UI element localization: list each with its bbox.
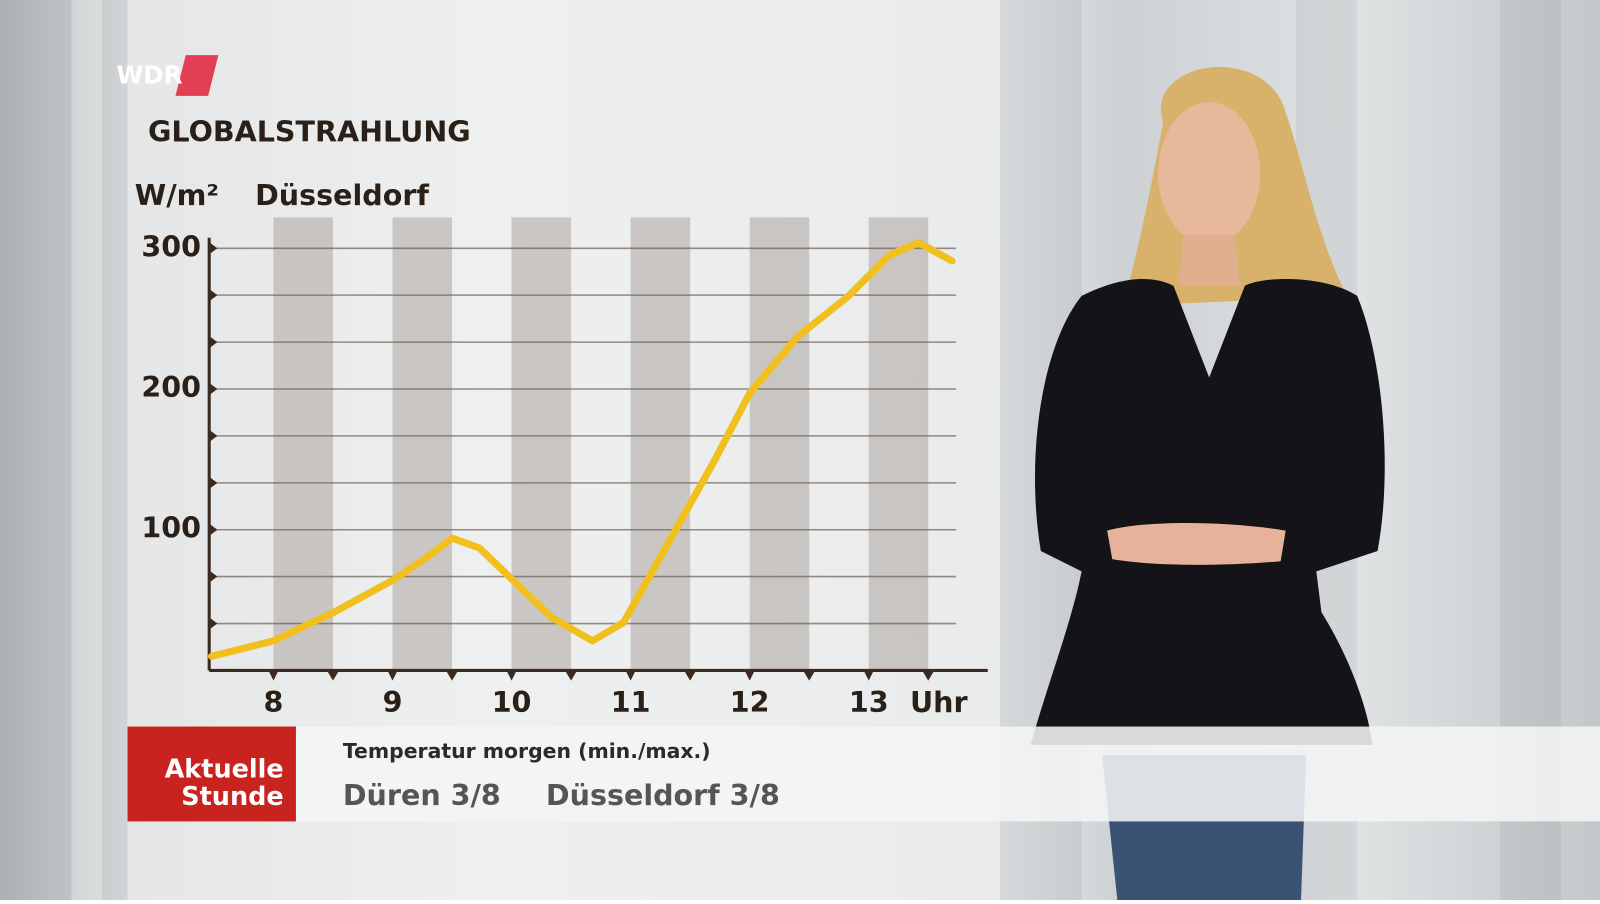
column-shade: [630, 217, 691, 671]
x-tick-label: 9: [383, 685, 403, 719]
x-minor-tick: [803, 670, 816, 681]
y-tick: [209, 382, 218, 396]
ticker-item: Düsseldorf 3/8: [546, 778, 780, 812]
x-tick-label: 10: [492, 685, 532, 719]
x-minor-tick: [922, 670, 935, 681]
logo: WDR: [116, 61, 182, 90]
y-tick: [209, 289, 218, 302]
column-shade: [273, 217, 333, 671]
ticker-heading: Temperatur morgen (min./max.): [343, 739, 711, 763]
ticker-brand: Stunde: [181, 782, 283, 812]
ticker-brand-box: [127, 726, 296, 822]
plot: 100 200 300 8 9 10 11 12 13 Uhr: [141, 217, 988, 719]
y-tick: [209, 570, 218, 583]
y-tick: [209, 523, 218, 536]
chart-subtitle: Düsseldorf: [255, 178, 429, 212]
column-shade: [511, 217, 572, 671]
column-shade: [868, 217, 929, 671]
x-tick-label: 13: [849, 685, 889, 719]
y-tick: [209, 617, 218, 630]
x-minor-tick: [564, 670, 578, 681]
x-tick-label: 12: [730, 685, 770, 719]
ticker-brand: Aktuelle: [165, 754, 284, 784]
x-tick-label: 8: [264, 685, 284, 719]
x-tick: [506, 670, 517, 681]
y-tick-label: 200: [141, 370, 201, 404]
y-tick: [209, 476, 218, 489]
x-tick: [625, 670, 636, 681]
y-tick: [209, 429, 218, 442]
x-tick: [268, 670, 279, 681]
x-minor-tick: [445, 670, 459, 681]
radiation-line: [207, 239, 956, 660]
x-tick: [744, 670, 755, 681]
ticker: Aktuelle Stunde Temperatur morgen (min./…: [127, 726, 1600, 822]
y-axis-label: W/m²: [135, 178, 219, 212]
y-tick: [209, 336, 218, 349]
y-tick-label: 100: [141, 511, 201, 545]
ticker-band: [127, 726, 1600, 822]
wdr-logo: WDR: [116, 55, 219, 96]
column-shade: [749, 217, 810, 671]
chart-title: GLOBALSTRAHLUNG: [148, 115, 471, 149]
x-tick-label: 11: [611, 685, 651, 719]
x-minor-tick: [326, 670, 340, 681]
column-shade: [392, 217, 453, 671]
y-tick: [209, 242, 218, 255]
x-axis-label: Uhr: [910, 685, 968, 719]
x-minor-tick: [684, 670, 697, 681]
x-tick: [387, 670, 398, 681]
ticker-item: Düren 3/8: [343, 778, 501, 812]
x-tick: [863, 670, 874, 681]
y-tick-label: 300: [141, 229, 201, 263]
